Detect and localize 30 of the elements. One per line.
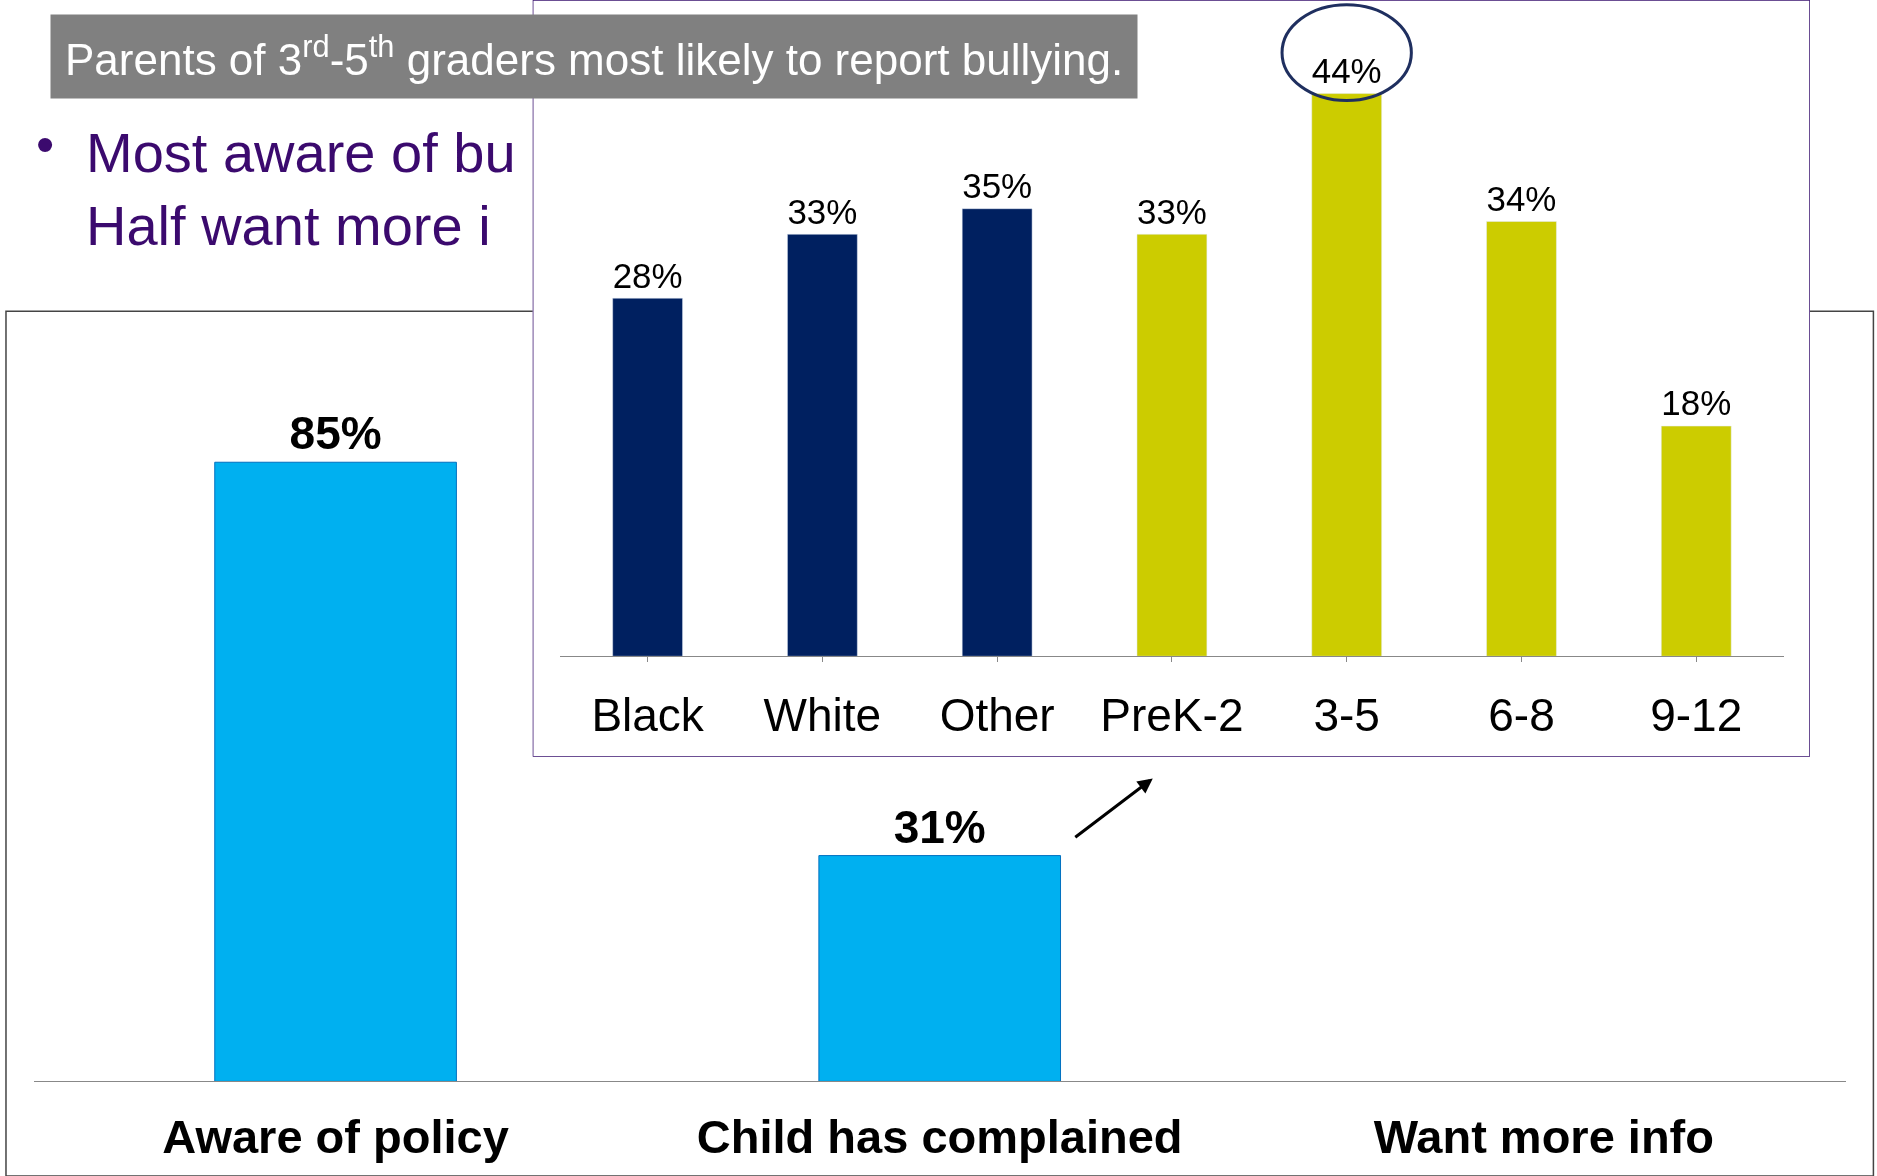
data-label: 34% bbox=[1486, 178, 1557, 218]
text: Most aware of bu bbox=[86, 121, 516, 184]
x-tick-label: Black bbox=[591, 689, 705, 742]
x-tick-label: 9-12 bbox=[1650, 689, 1743, 742]
text: Half want more i bbox=[86, 194, 491, 257]
x-tick-label: Other bbox=[939, 689, 1055, 742]
data-label: 18% bbox=[1661, 383, 1732, 423]
data-label: 33% bbox=[787, 191, 858, 231]
data-label: 33% bbox=[1136, 191, 1207, 231]
text: • bbox=[36, 115, 55, 173]
bar bbox=[1136, 234, 1208, 657]
bar bbox=[1311, 93, 1382, 657]
x-tick-label: Child has complained bbox=[696, 1109, 1183, 1163]
data-label: 35% bbox=[962, 166, 1033, 206]
bar bbox=[961, 208, 1033, 657]
bar bbox=[612, 297, 683, 657]
data-label: 28% bbox=[612, 255, 683, 295]
x-tick-label: 3-5 bbox=[1313, 689, 1380, 742]
x-tick-label: 6-8 bbox=[1488, 689, 1555, 742]
data-label: 85% bbox=[289, 407, 382, 460]
x-tick-label: White bbox=[763, 689, 882, 742]
x-tick-label: PreK-2 bbox=[1100, 689, 1244, 742]
data-label: 31% bbox=[893, 800, 986, 853]
bar bbox=[787, 234, 858, 657]
x-tick-label: Want more info bbox=[1373, 1109, 1714, 1163]
data-label: 44% bbox=[1311, 51, 1382, 90]
chart-title: Parents of 3$^{rd}$-5$^{th}$ graders most likely to report bullying. bbox=[65, 29, 1124, 85]
bar bbox=[1486, 221, 1557, 657]
bar bbox=[1661, 425, 1732, 657]
x-tick-label: Aware of policy bbox=[162, 1109, 509, 1163]
